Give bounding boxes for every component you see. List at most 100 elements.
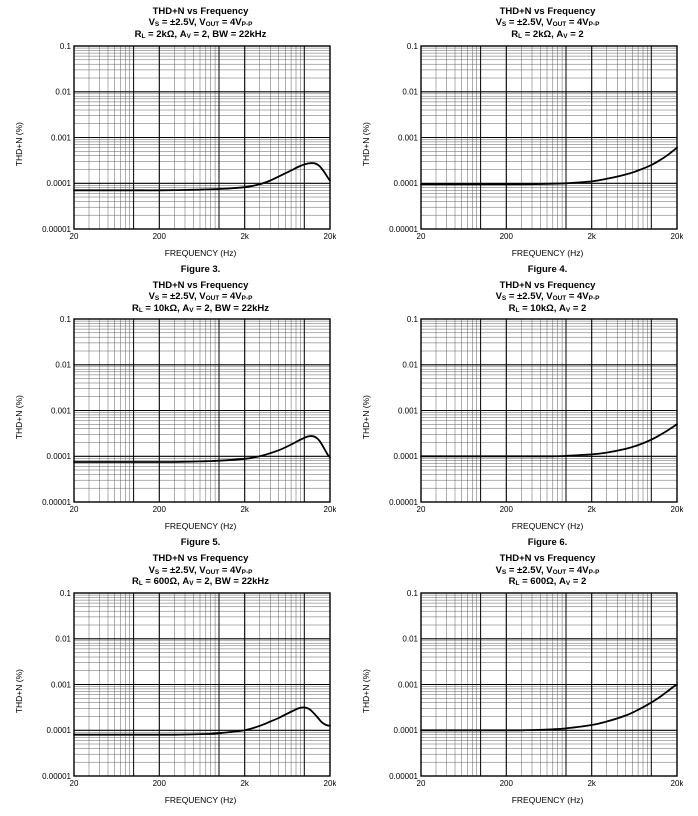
svg-text:0.00001: 0.00001 bbox=[42, 772, 71, 781]
x-axis-label: FREQUENCY (Hz) bbox=[164, 795, 237, 806]
svg-text:0.001: 0.001 bbox=[50, 407, 71, 416]
chart-panel-6: THD+N vs Frequency VS = ±2.5V, VOUT = 4V… bbox=[361, 553, 685, 816]
svg-text:2k: 2k bbox=[240, 779, 249, 788]
chart-title: THD+N vs Frequency bbox=[499, 279, 596, 291]
chart-conditions-line2: RL = 2kΩ, AV = 2, BW = 22kHz bbox=[134, 28, 267, 41]
svg-text:0.0001: 0.0001 bbox=[393, 453, 418, 462]
chart-conditions-line2: RL = 600Ω, AV = 2, BW = 22kHz bbox=[131, 576, 270, 588]
chart-panel-5: THD+N vs Frequency VS = ±2.5V, VOUT = 4V… bbox=[14, 553, 338, 816]
svg-text:0.00001: 0.00001 bbox=[389, 772, 418, 781]
svg-text:20k: 20k bbox=[670, 505, 682, 514]
y-axis-label: THD+N (%) bbox=[360, 669, 371, 714]
chart-panel-3: THD+N vs Frequency VS = ±2.5V, VOUT = 4V… bbox=[14, 280, 338, 550]
x-axis-label: FREQUENCY (Hz) bbox=[511, 247, 584, 258]
svg-text:0.00001: 0.00001 bbox=[389, 498, 418, 507]
chart-title: THD+N vs Frequency bbox=[152, 6, 249, 17]
chart-conditions-line1: VS = ±2.5V, VOUT = 4VP-P bbox=[495, 564, 600, 576]
figure-caption: Figure 4. bbox=[527, 263, 568, 275]
svg-text:2k: 2k bbox=[587, 232, 596, 241]
chart-title: THD+N vs Frequency bbox=[152, 553, 249, 565]
svg-text:0.0001: 0.0001 bbox=[46, 726, 71, 735]
svg-text:0.001: 0.001 bbox=[50, 133, 71, 142]
y-axis-label: THD+N (%) bbox=[13, 669, 24, 714]
svg-text:200: 200 bbox=[499, 232, 513, 241]
x-axis-label: FREQUENCY (Hz) bbox=[511, 521, 584, 532]
plot-row: THD+N (%) 0.1 0.01 0.001 0.0001 0.00001 20 200… bbox=[361, 41, 685, 247]
svg-text:0.1: 0.1 bbox=[406, 315, 418, 324]
figure-caption bbox=[361, 811, 685, 816]
chart-conditions-line1: VS = ±2.5V, VOUT = 4VP-P bbox=[148, 564, 253, 576]
plot-row: THD+N (%) 0.1 0.01 0.001 0.0001 0.00001 20 200… bbox=[361, 314, 685, 520]
svg-text:0.1: 0.1 bbox=[59, 315, 71, 324]
svg-text:0.0001: 0.0001 bbox=[393, 179, 418, 188]
chart-conditions-line2: RL = 2kΩ, AV = 2 bbox=[511, 28, 584, 41]
chart-title: THD+N vs Frequency bbox=[499, 553, 596, 565]
svg-text:2k: 2k bbox=[240, 505, 249, 514]
svg-text:20k: 20k bbox=[323, 232, 335, 241]
svg-text:20: 20 bbox=[416, 232, 425, 241]
chart-panel-2: THD+N vs Frequency VS = ±2.5V, VOUT = 4V… bbox=[361, 6, 685, 276]
y-axis-label: THD+N (%) bbox=[13, 395, 24, 440]
svg-text:0.01: 0.01 bbox=[402, 361, 418, 370]
svg-text:2k: 2k bbox=[587, 505, 596, 514]
plot-row: THD+N (%) 0.1 0.01 0.001 0.0001 0.00001 20 200… bbox=[14, 588, 338, 794]
plot-row: THD+N (%) 0.1 0.01 0.001 0.0001 0.00001 20 200… bbox=[14, 41, 338, 247]
svg-text:0.00001: 0.00001 bbox=[389, 225, 418, 234]
chart-conditions-line1: VS = ±2.5V, VOUT = 4VP-P bbox=[495, 17, 600, 29]
figure-caption: Figure 3. bbox=[180, 263, 221, 275]
figure-caption: Figure 5. bbox=[180, 537, 221, 549]
svg-text:200: 200 bbox=[499, 779, 513, 788]
svg-text:0.0001: 0.0001 bbox=[46, 453, 71, 462]
chart-conditions-line1: VS = ±2.5V, VOUT = 4VP-P bbox=[148, 290, 253, 303]
svg-text:2k: 2k bbox=[587, 779, 596, 788]
svg-text:0.1: 0.1 bbox=[406, 589, 418, 598]
svg-text:20k: 20k bbox=[670, 232, 682, 241]
svg-text:20: 20 bbox=[416, 779, 425, 788]
svg-text:0.0001: 0.0001 bbox=[393, 726, 418, 735]
figure-caption bbox=[14, 811, 338, 816]
svg-text:0.01: 0.01 bbox=[402, 635, 418, 644]
svg-text:20: 20 bbox=[69, 232, 78, 241]
svg-text:200: 200 bbox=[152, 505, 166, 514]
svg-text:0.001: 0.001 bbox=[50, 681, 71, 690]
y-axis-label: THD+N (%) bbox=[13, 121, 24, 166]
svg-text:0.1: 0.1 bbox=[59, 42, 71, 51]
svg-text:0.001: 0.001 bbox=[397, 407, 418, 416]
chart-conditions-line1: VS = ±2.5V, VOUT = 4VP-P bbox=[495, 290, 600, 303]
svg-text:0.1: 0.1 bbox=[59, 589, 71, 598]
figure-caption: Figure 6. bbox=[527, 537, 568, 549]
y-axis-label: THD+N (%) bbox=[360, 395, 371, 440]
svg-text:0.00001: 0.00001 bbox=[42, 225, 71, 234]
svg-text:2k: 2k bbox=[240, 232, 249, 241]
svg-text:200: 200 bbox=[152, 232, 166, 241]
svg-text:0.01: 0.01 bbox=[55, 361, 71, 370]
chart-panel-1: THD+N vs Frequency VS = ±2.5V, VOUT = 4V… bbox=[14, 6, 338, 276]
svg-text:0.001: 0.001 bbox=[397, 681, 418, 690]
chart-conditions-line2: RL = 600Ω, AV = 2 bbox=[508, 576, 587, 588]
svg-text:0.0001: 0.0001 bbox=[46, 179, 71, 188]
chart-conditions-line2: RL = 10kΩ, AV = 2, BW = 22kHz bbox=[131, 302, 270, 314]
svg-text:0.001: 0.001 bbox=[397, 133, 418, 142]
svg-text:20k: 20k bbox=[670, 779, 682, 788]
svg-text:20: 20 bbox=[69, 779, 78, 788]
svg-text:20: 20 bbox=[69, 505, 78, 514]
svg-text:200: 200 bbox=[499, 505, 513, 514]
svg-text:20k: 20k bbox=[323, 779, 335, 788]
svg-text:20: 20 bbox=[416, 505, 425, 514]
chart-conditions-line1: VS = ±2.5V, VOUT = 4VP-P bbox=[148, 17, 253, 29]
svg-text:200: 200 bbox=[152, 779, 166, 788]
svg-text:0.00001: 0.00001 bbox=[42, 498, 71, 507]
plot-row: THD+N (%) 0.1 0.01 0.001 0.0001 0.00001 20 200… bbox=[14, 314, 338, 520]
svg-text:20k: 20k bbox=[323, 505, 335, 514]
plot-row: THD+N (%) 0.1 0.01 0.001 0.0001 0.00001 20 200… bbox=[361, 588, 685, 794]
y-axis-label: THD+N (%) bbox=[360, 121, 371, 166]
svg-text:0.01: 0.01 bbox=[402, 87, 418, 96]
chart-title: THD+N vs Frequency bbox=[152, 279, 249, 291]
svg-text:0.1: 0.1 bbox=[406, 42, 418, 51]
